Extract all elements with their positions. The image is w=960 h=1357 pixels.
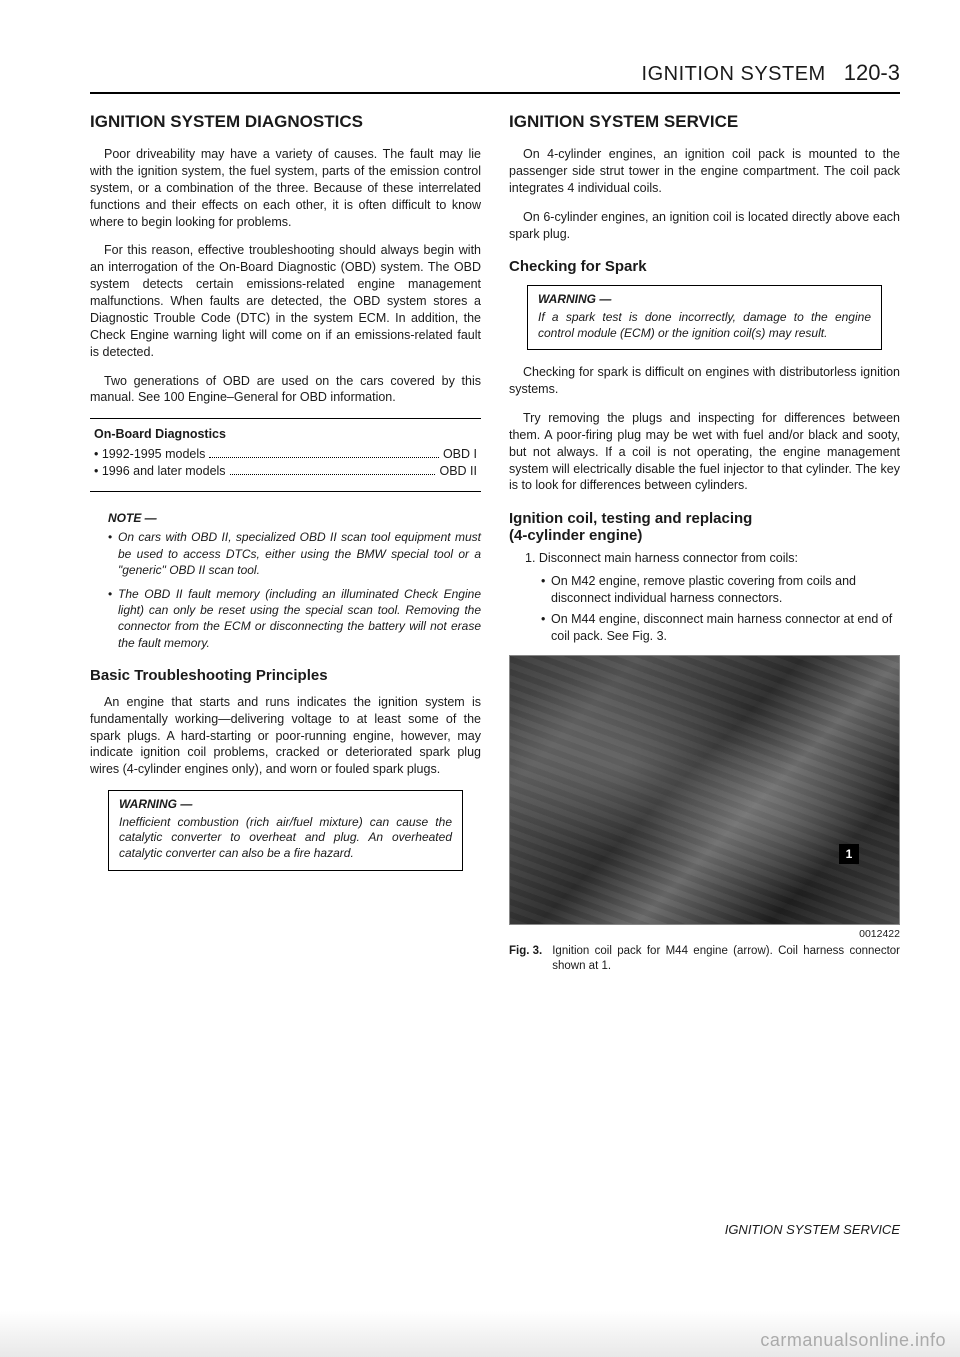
- coil-line1: Ignition coil, testing and replacing: [509, 510, 752, 527]
- left-p3: Two generations of OBD are used on the c…: [90, 373, 481, 407]
- note-text-0: On cars with OBD II, specialized OBD II …: [118, 530, 481, 576]
- left-warn-body: Inefficient combustion (rich air/fuel mi…: [119, 815, 452, 862]
- obd-row-0: • 1992-1995 models OBD I: [94, 447, 477, 461]
- dot-leader: [209, 448, 439, 458]
- left-column: IGNITION SYSTEM DIAGNOSTICS Poor driveab…: [90, 112, 481, 974]
- substep-1-text: On M42 engine, remove plastic covering f…: [551, 574, 856, 605]
- obd-box: On-Board Diagnostics • 1992-1995 models …: [90, 418, 481, 492]
- right-warn-body: If a spark test is done incorrectly, dam…: [538, 310, 871, 341]
- right-subhead-coil: Ignition coil, testing and replacing (4-…: [509, 510, 900, 544]
- dot-leader: [230, 465, 436, 475]
- note-block: NOTE — • On cars with OBD II, specialize…: [108, 510, 481, 651]
- left-warning-box: WARNING — Inefficient combustion (rich a…: [108, 790, 463, 870]
- note-text-1: The OBD II fault memory (including an il…: [118, 587, 481, 650]
- watermark: carmanualsonline.info: [0, 1311, 960, 1357]
- figure-caption: Fig. 3. Ignition coil pack for M44 engin…: [509, 944, 900, 974]
- right-section-title: IGNITION SYSTEM SERVICE: [509, 112, 900, 132]
- note-head: NOTE —: [108, 510, 481, 526]
- note-item-0: • On cars with OBD II, specialized OBD I…: [108, 529, 481, 578]
- header-pagenum: 120-3: [844, 60, 900, 86]
- figure-marker-1: 1: [839, 844, 859, 864]
- obd-title: On-Board Diagnostics: [94, 427, 477, 441]
- step-1: 1. Disconnect main harness connector fro…: [525, 550, 900, 567]
- page-header: IGNITION SYSTEM 120-3: [90, 60, 900, 94]
- figure-label: Fig. 3.: [509, 944, 542, 974]
- left-p2: For this reason, effective troubleshooti…: [90, 242, 481, 360]
- right-p4: Try removing the plugs and inspecting fo…: [509, 410, 900, 494]
- obd-val-1: OBD II: [439, 464, 477, 478]
- right-p2: On 6-cylinder engines, an ignition coil …: [509, 209, 900, 243]
- substep-2: • On M44 engine, disconnect main harness…: [541, 611, 900, 645]
- left-p1: Poor driveability may have a variety of …: [90, 146, 481, 230]
- left-p4: An engine that starts and runs indicates…: [90, 694, 481, 778]
- figure-3-image: 1: [509, 655, 900, 925]
- left-section-title: IGNITION SYSTEM DIAGNOSTICS: [90, 112, 481, 132]
- bullet-icon: •: [108, 586, 112, 602]
- right-warn-head: WARNING —: [538, 292, 871, 308]
- substep-2-text: On M44 engine, disconnect main harness c…: [551, 612, 892, 643]
- obd-row-1: • 1996 and later models OBD II: [94, 464, 477, 478]
- bullet-icon: •: [541, 611, 545, 628]
- right-p1: On 4-cylinder engines, an ignition coil …: [509, 146, 900, 197]
- left-subhead: Basic Troubleshooting Principles: [90, 667, 481, 684]
- note-item-1: • The OBD II fault memory (including an …: [108, 586, 481, 651]
- left-warn-head: WARNING —: [119, 797, 452, 813]
- header-title: IGNITION SYSTEM: [642, 63, 826, 86]
- obd-label-0: • 1992-1995 models: [94, 447, 205, 461]
- right-p3: Checking for spark is difficult on engin…: [509, 364, 900, 398]
- obd-label-1: • 1996 and later models: [94, 464, 226, 478]
- right-subhead-spark: Checking for Spark: [509, 258, 900, 275]
- bullet-icon: •: [541, 573, 545, 590]
- figure-id: 0012422: [509, 928, 900, 940]
- right-column: IGNITION SYSTEM SERVICE On 4-cylinder en…: [509, 112, 900, 974]
- manual-page: IGNITION SYSTEM 120-3 IGNITION SYSTEM DI…: [0, 0, 960, 1357]
- content-columns: IGNITION SYSTEM DIAGNOSTICS Poor driveab…: [90, 112, 900, 974]
- bullet-icon: •: [108, 529, 112, 545]
- step-list: 1. Disconnect main harness connector fro…: [525, 550, 900, 644]
- figure-overlay: [510, 656, 899, 924]
- obd-val-0: OBD I: [443, 447, 477, 461]
- coil-line2: (4-cylinder engine): [509, 527, 642, 544]
- substep-1: • On M42 engine, remove plastic covering…: [541, 573, 900, 607]
- figure-caption-text: Ignition coil pack for M44 engine (arrow…: [552, 944, 900, 974]
- right-warning-box: WARNING — If a spark test is done incorr…: [527, 285, 882, 350]
- page-footer: IGNITION SYSTEM SERVICE: [725, 1222, 900, 1237]
